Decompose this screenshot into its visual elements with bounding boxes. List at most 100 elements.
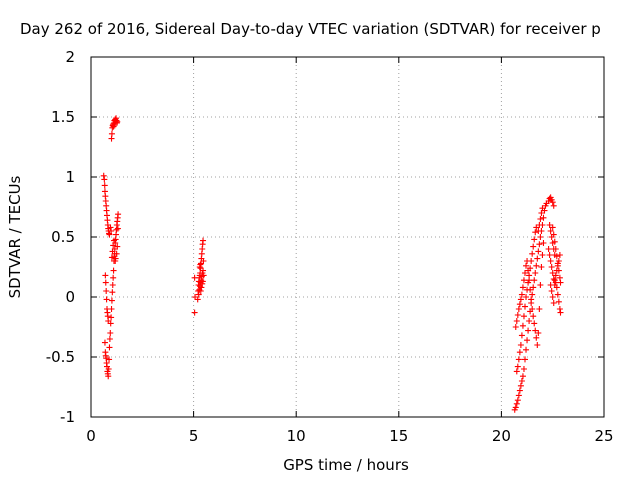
data-point [534,342,541,348]
data-point [532,327,539,334]
data-point [550,300,557,306]
data-point [546,252,553,258]
data-point [517,296,524,303]
data-point [513,400,520,407]
data-point [519,322,526,329]
data-point [195,291,202,298]
x-tick-label: 25 [594,427,613,445]
data-point [512,324,519,330]
data-point [531,277,538,284]
data-point [538,210,545,216]
data-point [549,294,556,300]
y-tick-label: 2 [65,48,75,66]
x-tick-label: 10 [287,427,306,445]
data-point [539,252,546,258]
data-point [199,278,206,285]
data-point [113,250,120,257]
data-point [514,363,521,370]
data-point [107,320,114,327]
data-point [514,397,521,404]
data-point [519,373,526,380]
data-point [516,349,523,356]
data-point [537,234,544,240]
data-point [557,279,564,286]
data-point [552,272,559,279]
data-point [529,291,536,298]
data-point [110,242,117,249]
data-point [200,267,207,274]
data-point [200,237,207,244]
data-point [524,337,531,344]
data-point [516,301,523,308]
x-tick-label: 20 [492,427,511,445]
data-point [106,356,113,363]
data-point [518,291,525,298]
data-point [105,366,112,372]
y-tick-label: 1 [65,168,75,186]
y-tick-label: 0.5 [51,228,75,246]
data-point [547,258,554,264]
data-point [106,344,113,351]
axis-ticks [90,56,605,418]
data-point [519,284,526,291]
data-point [550,202,557,209]
y-tick-label: -0.5 [46,348,75,366]
data-point [555,298,562,305]
data-point [106,231,113,238]
data-point [520,366,527,372]
x-tick-label: 15 [389,427,408,445]
data-point [531,236,538,243]
data-point [521,356,528,363]
data-point [114,243,121,250]
data-point [531,320,538,327]
data-point [547,228,554,234]
data-point [530,284,537,291]
data-point [550,231,557,238]
data-point [513,318,520,324]
data-point [532,229,539,236]
data-point [517,382,524,389]
data-point [521,270,528,276]
data-point [200,272,207,279]
data-point [537,216,544,222]
data-point [556,274,563,281]
data-point [536,241,543,248]
data-point [523,294,530,300]
data-point [512,404,519,411]
data-point [198,284,205,291]
data-point [108,130,115,137]
data-point [103,288,110,294]
data-point [540,240,547,246]
data-point [518,378,525,384]
y-tick-labels: -1 -0.5 0 0.5 1 1.5 2 [46,48,75,426]
data-point [110,267,117,274]
data-point [534,255,541,262]
data-point [530,313,537,320]
data-point [529,250,536,257]
data-point [515,306,522,312]
data-point [551,277,558,284]
data-point [535,248,542,255]
data-point [548,288,555,294]
data-point [518,332,525,339]
data-point [536,306,543,312]
data-point [197,261,204,268]
data-point [516,387,523,394]
data-point [101,182,108,189]
data-point [115,211,122,218]
data-point [527,286,534,293]
data-point [114,118,121,125]
data-point [515,392,522,399]
data-point [105,373,112,380]
data-point [533,262,540,269]
data-point [551,238,558,245]
data-point [515,356,522,363]
data-point [524,258,531,264]
data-point [108,297,115,304]
data-point [110,237,117,244]
data-point [523,346,530,353]
data-point [523,262,530,269]
data-point [200,258,207,264]
data-point [107,330,114,336]
